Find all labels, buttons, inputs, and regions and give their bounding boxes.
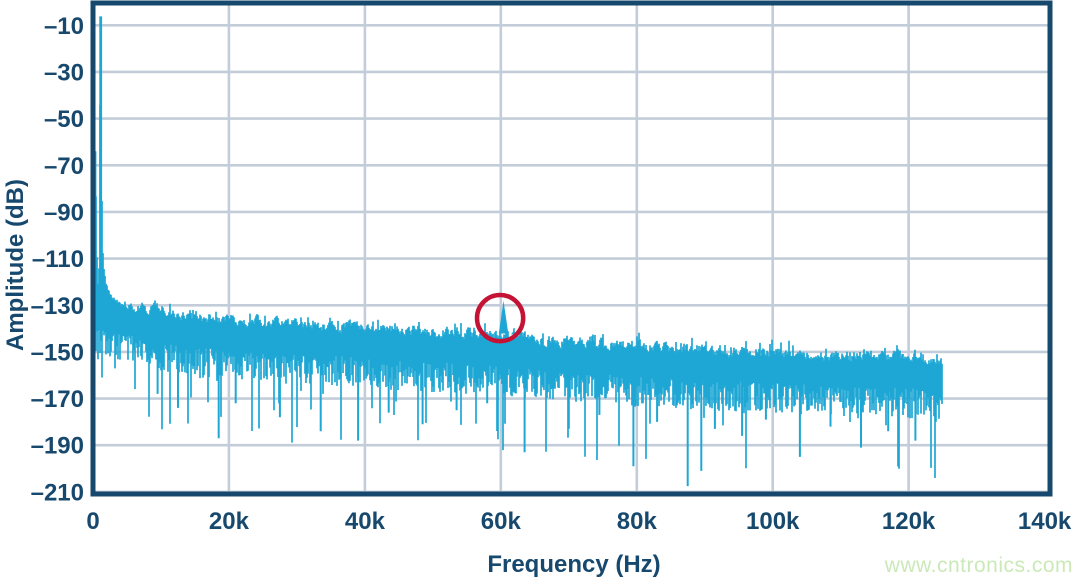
y-tick-label--70: –70 xyxy=(44,153,84,180)
x-tick-label-40k: 40k xyxy=(345,508,386,535)
y-tick-label--190: –190 xyxy=(31,433,84,460)
x-tick-label-120k: 120k xyxy=(882,508,936,535)
watermark-text: www.cntronics.com xyxy=(884,554,1073,577)
plot-border xyxy=(90,0,1053,497)
y-axis-title: Amplitude (dB) xyxy=(2,179,29,351)
x-tick-label-60k: 60k xyxy=(481,508,522,535)
x-tick-label-0: 0 xyxy=(86,508,99,535)
y-tick-label--150: –150 xyxy=(31,339,84,366)
x-tick-label-140k: 140k xyxy=(1018,508,1072,535)
y-tick-label--170: –170 xyxy=(31,386,84,413)
x-tick-label-20k: 20k xyxy=(209,508,250,535)
y-tick-label--30: –30 xyxy=(44,59,84,86)
y-tick-label--90: –90 xyxy=(44,199,84,226)
x-tick-label-80k: 80k xyxy=(617,508,658,535)
x-tick-label-100k: 100k xyxy=(746,508,800,535)
y-tick-label--10: –10 xyxy=(44,13,84,40)
spur-highlight-ellipse xyxy=(474,292,526,344)
y-tick-label--210: –210 xyxy=(31,479,84,506)
y-tick-label--110: –110 xyxy=(32,246,84,273)
noise-deep-spikes xyxy=(156,318,937,487)
plot-area xyxy=(93,3,1050,494)
x-axis-title: Frequency (Hz) xyxy=(487,551,661,578)
y-tick-label--50: –50 xyxy=(44,106,84,133)
spur-peak-1 xyxy=(498,300,509,334)
y-tick-label--130: –130 xyxy=(31,293,84,320)
